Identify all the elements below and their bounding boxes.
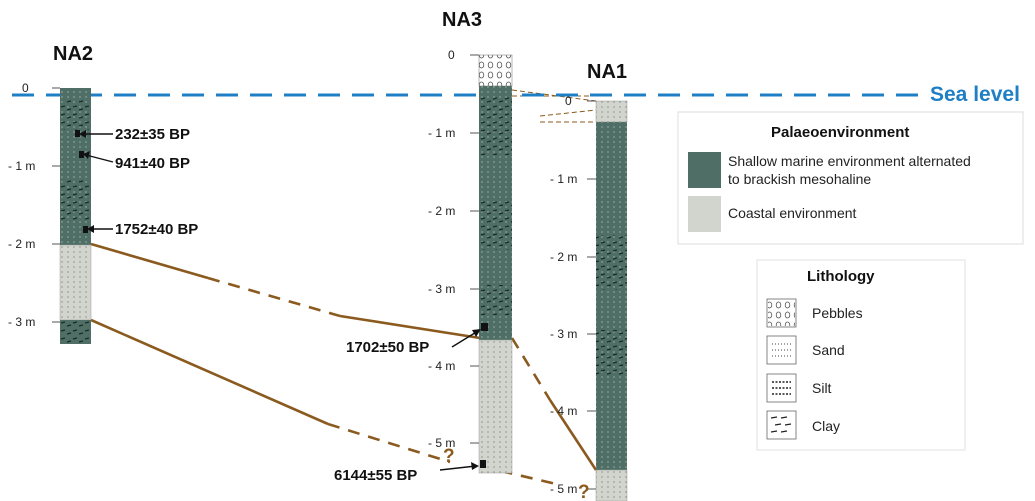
- correlation-line: [90, 318, 329, 426]
- core-title: NA2: [53, 43, 93, 65]
- palaeoenvironment-legend: Palaeoenvironment Shallow marine environ…: [677, 111, 1024, 245]
- core-na1: NA1 0 - 1 m - 2 m - 3 m - 4 m - 5 m: [550, 61, 628, 501]
- correlation-line: [207, 276, 341, 318]
- clay-icon: [766, 410, 797, 440]
- sample-marker: [79, 151, 84, 158]
- depth-tick-label: - 4 m: [428, 359, 455, 373]
- core-title: NA1: [587, 61, 627, 83]
- correlation-line: [539, 109, 597, 117]
- depth-tick-label: - 2 m: [428, 204, 455, 218]
- uncertainty-mark: ?: [443, 446, 455, 467]
- sample-marker: [83, 226, 88, 233]
- legend-label: Sand: [812, 342, 845, 358]
- legend-label: Silt: [812, 380, 832, 396]
- lithology-legend: Lithology Pebbles Sand Silt: [756, 259, 966, 451]
- core-na2: NA2 0 - 1 m - 2 m - 3 m: [8, 43, 93, 344]
- sample-marker: [480, 460, 486, 468]
- date-label: 941±40 BP: [115, 155, 190, 172]
- core-na3: NA3 0 - 1 m - 2 m - 3 m - 4 m - 5 m: [428, 9, 513, 474]
- legend-label: to brackish mesohaline: [728, 171, 871, 187]
- legend-title: Palaeoenvironment: [771, 124, 909, 141]
- sample-marker: [75, 130, 80, 137]
- sample-marker: [481, 323, 488, 331]
- radiocarbon-dates: 232±35 BP 941±40 BP 1752±40 BP 1702±50 B…: [79, 126, 481, 484]
- correlation-line: [339, 314, 481, 340]
- pebbles-icon: [766, 298, 797, 328]
- sand-icon: [766, 335, 797, 365]
- depth-tick-label: - 2 m: [550, 250, 577, 264]
- depth-tick-label: - 1 m: [428, 126, 455, 140]
- legend-label: Coastal environment: [728, 205, 857, 221]
- core-title: NA3: [442, 9, 482, 31]
- arrow-head-icon: [83, 151, 90, 159]
- uncertainty-mark: ?: [578, 482, 590, 501]
- depth-tick-label: 0: [22, 81, 29, 95]
- depth-tick-label: - 4 m: [550, 404, 577, 418]
- date-arrow: [451, 330, 479, 348]
- arrow-head-icon: [79, 130, 86, 138]
- legend-label: Shallow marine environment alternated: [728, 153, 971, 169]
- depth-tick-label: - 5 m: [550, 482, 577, 496]
- sea-level-label: Sea level: [930, 83, 1020, 106]
- depth-tick-label: - 3 m: [550, 327, 577, 341]
- depth-tick-label: - 1 m: [550, 172, 577, 186]
- correlation-line: [327, 422, 451, 464]
- legend-box: [677, 111, 1024, 245]
- depth-tick-label: - 1 m: [8, 159, 35, 173]
- depth-tick-label: - 2 m: [8, 237, 35, 251]
- correlation-lines: [90, 89, 598, 486]
- date-label: 1702±50 BP: [346, 339, 429, 356]
- legend-label: Clay: [812, 418, 840, 434]
- date-arrow: [439, 465, 477, 471]
- legend-label: Pebbles: [812, 305, 863, 321]
- arrow-head-icon: [471, 462, 479, 470]
- depth-tick-label: - 3 m: [428, 282, 455, 296]
- correlation-line: [479, 464, 557, 486]
- correlation-line: [548, 399, 598, 471]
- legend-swatch: [688, 152, 721, 188]
- date-label: 6144±55 BP: [334, 467, 417, 484]
- depth-tick-label: 0: [565, 94, 572, 108]
- arrow-head-icon: [472, 329, 481, 337]
- depth-tick-label: - 5 m: [428, 436, 455, 450]
- legend-title: Lithology: [807, 268, 875, 285]
- depth-tick-label: 0: [448, 48, 455, 62]
- correlation-line: [510, 337, 552, 401]
- legend-swatch: [688, 196, 721, 232]
- date-label: 232±35 BP: [115, 126, 190, 143]
- depth-tick-label: - 3 m: [8, 315, 35, 329]
- date-arrow: [85, 154, 114, 163]
- date-label: 1752±40 BP: [115, 221, 198, 238]
- correlation-line: [90, 242, 209, 280]
- arrow-head-icon: [87, 225, 94, 233]
- silt-icon: [766, 373, 797, 403]
